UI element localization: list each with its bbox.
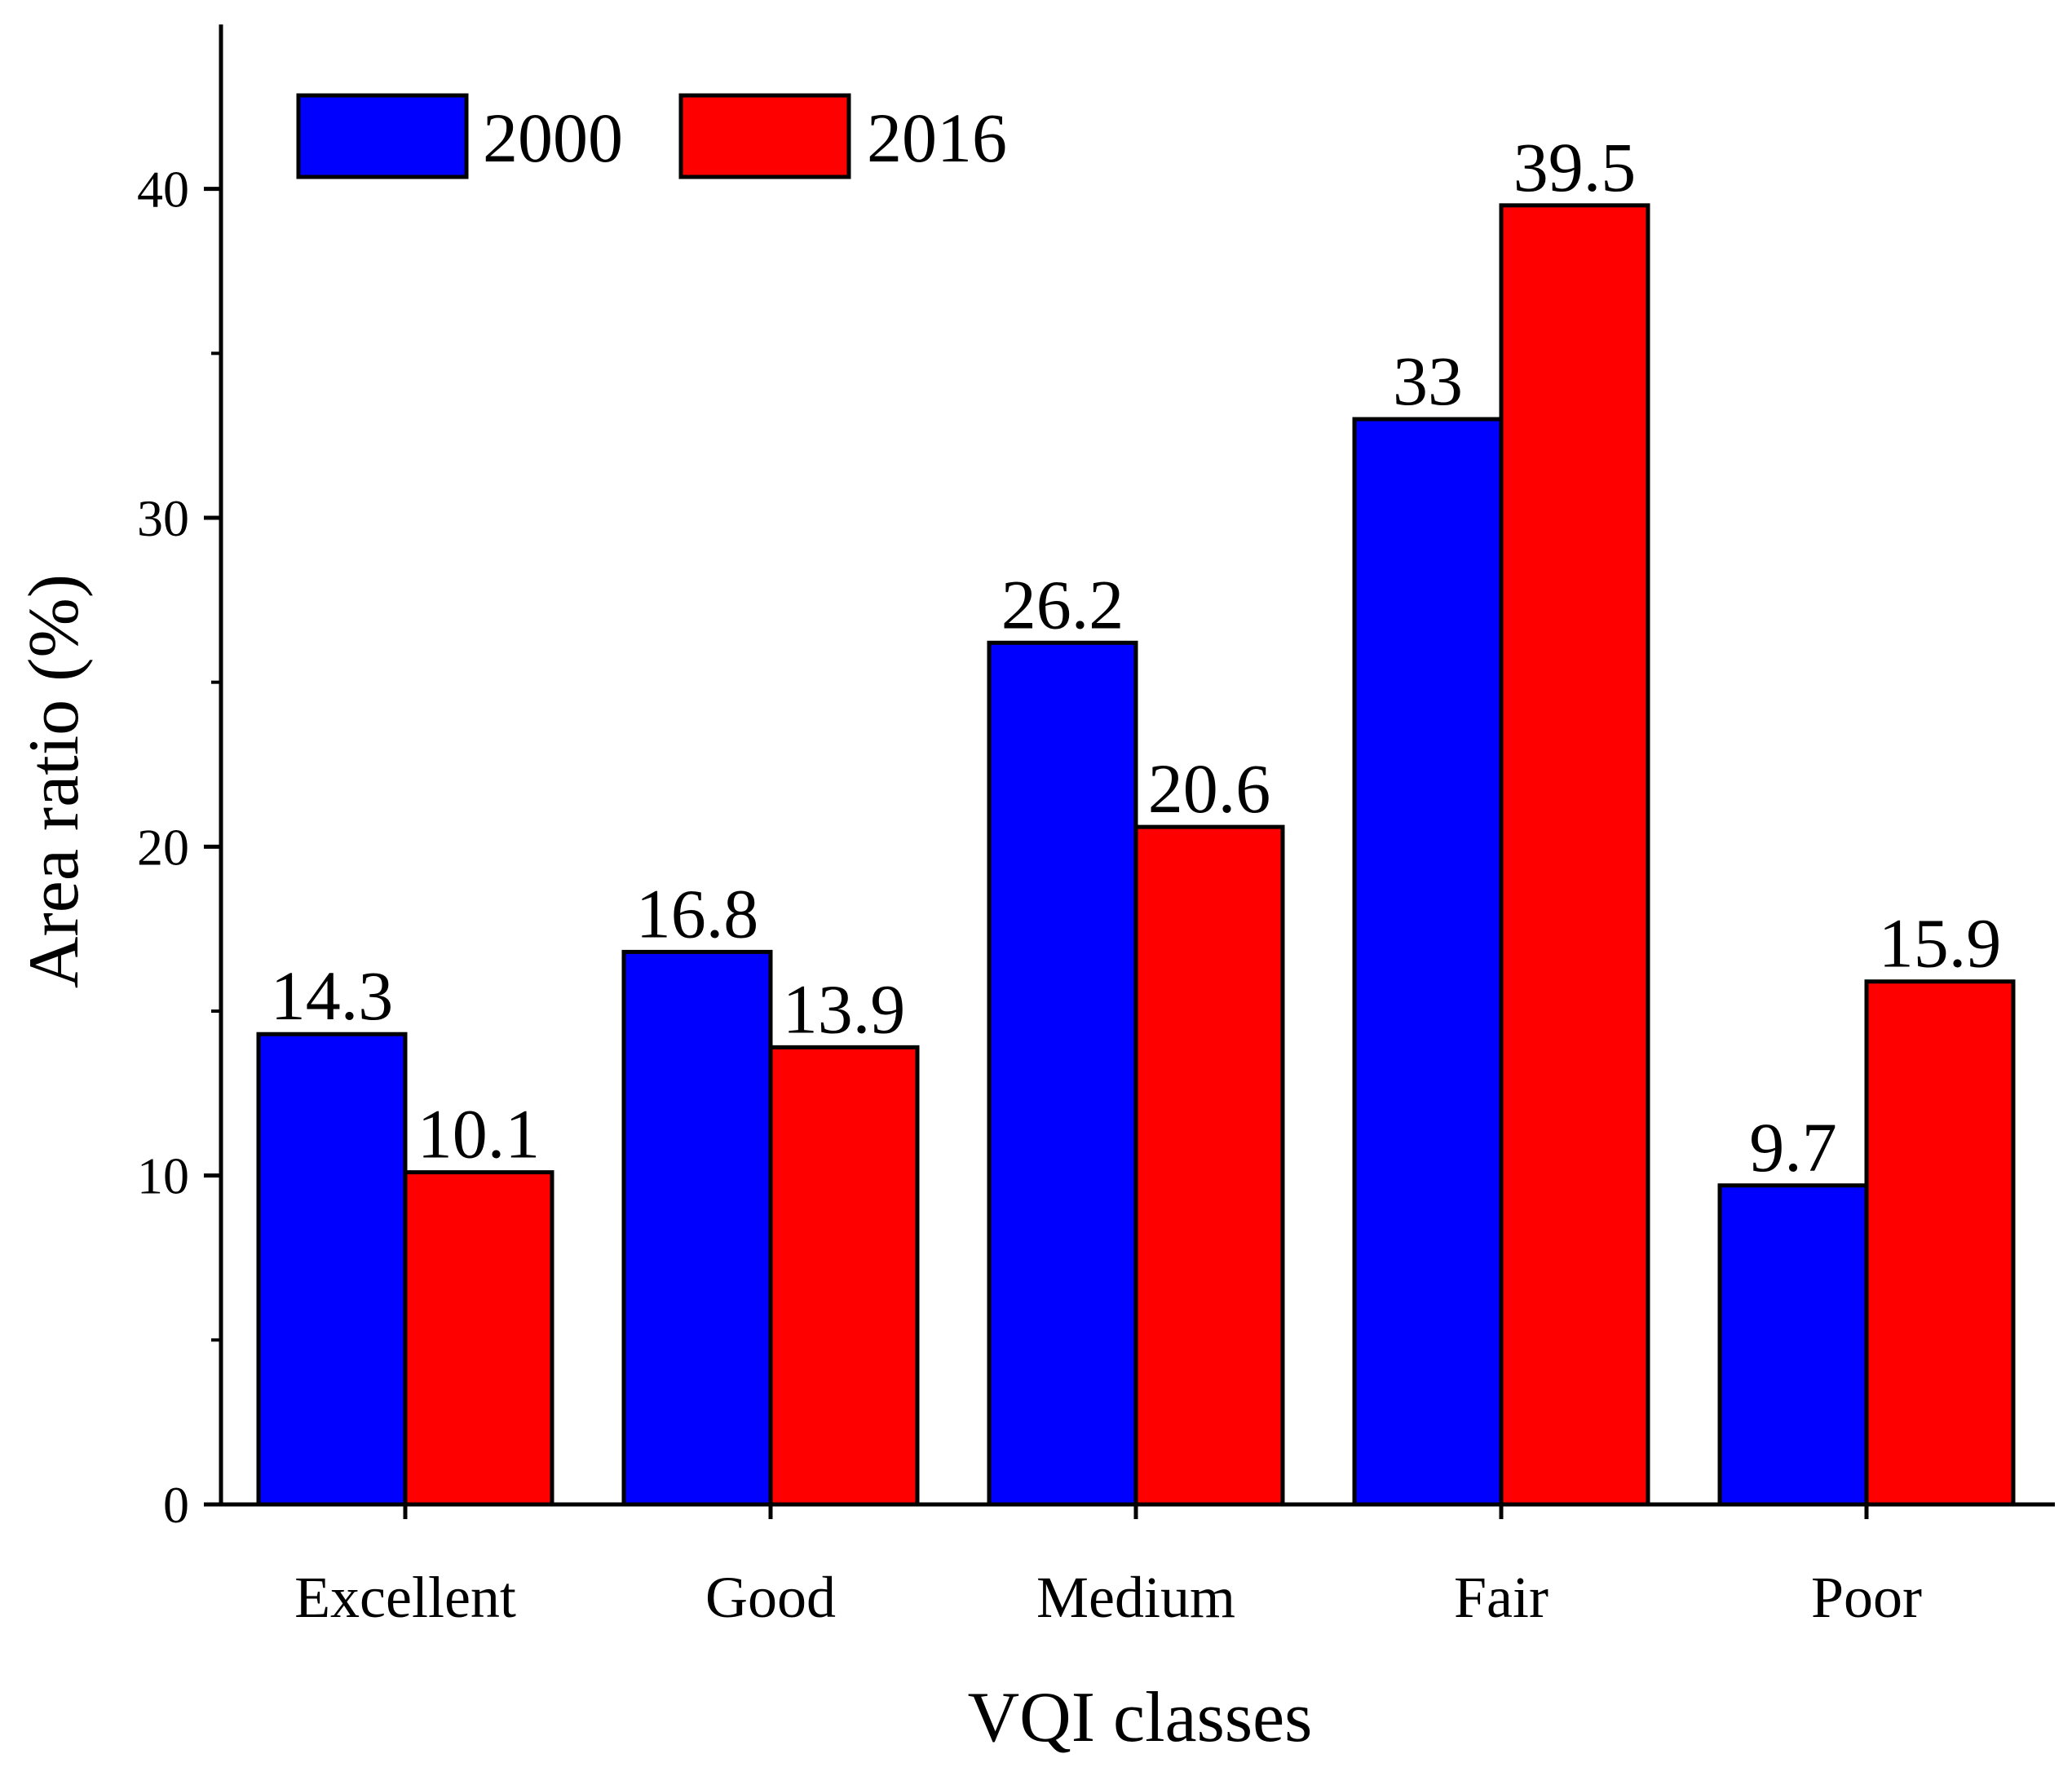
legend: 2000 2016 — [296, 93, 1007, 179]
bar-2000-poor — [1717, 1183, 1869, 1507]
x-tick-label-medium: Medium — [1036, 1565, 1235, 1630]
data-label-2000-medium: 26.2 — [1001, 565, 1124, 643]
legend-label-2000: 2000 — [483, 99, 623, 177]
y-tick-label: 0 — [163, 1476, 189, 1534]
bar-2000-excellent — [256, 1031, 408, 1507]
bar-2000-medium — [987, 640, 1138, 1507]
y-tick-label: 30 — [137, 489, 189, 547]
data-label-2016-medium: 20.6 — [1148, 749, 1271, 828]
x-tick-label-good: Good — [705, 1565, 836, 1630]
y-tick-label: 40 — [137, 161, 189, 219]
x-tick-label-poor: Poor — [1811, 1565, 1922, 1630]
bar-2000-good — [621, 949, 773, 1507]
y-tick-label: 20 — [137, 818, 189, 876]
bar-2016-medium — [1133, 824, 1285, 1507]
data-label-2000-poor: 9.7 — [1749, 1108, 1837, 1186]
y-tick-label: 10 — [137, 1147, 189, 1205]
bar-2016-excellent — [403, 1170, 554, 1507]
data-label-2016-poor: 15.9 — [1879, 904, 2002, 983]
x-tick-label-fair: Fair — [1454, 1565, 1548, 1630]
legend-label-2016: 2016 — [867, 99, 1007, 177]
legend-swatch-2000 — [296, 93, 469, 179]
bar-2016-good — [768, 1045, 920, 1507]
tick-group: 0 10 20 30 40 Excellent Good Medium Fair Poor — [137, 161, 1922, 1630]
bar-2016-poor — [1864, 979, 2016, 1507]
data-label-2000-excellent: 14.3 — [271, 956, 394, 1035]
x-tick-label-excellent: Excellent — [294, 1565, 516, 1630]
data-label-2000-good: 16.8 — [636, 874, 759, 952]
data-label-2016-good: 13.9 — [783, 970, 906, 1048]
data-label-2016-excellent: 10.1 — [417, 1095, 541, 1173]
bar-2000-fair — [1352, 417, 1504, 1507]
y-axis-title: Area ratio (%) — [15, 574, 94, 988]
x-axis-title: VQI classes — [968, 1678, 1313, 1757]
data-label-2016-fair: 39.5 — [1513, 128, 1637, 206]
data-label-2000-fair: 33 — [1393, 342, 1463, 420]
plot-area: 14.3 10.1 16.8 13.9 26.2 20.6 33 39.5 9.7 15.9 — [256, 128, 2016, 1507]
bar-2016-fair — [1499, 203, 1650, 1507]
legend-swatch-2016 — [678, 93, 851, 179]
